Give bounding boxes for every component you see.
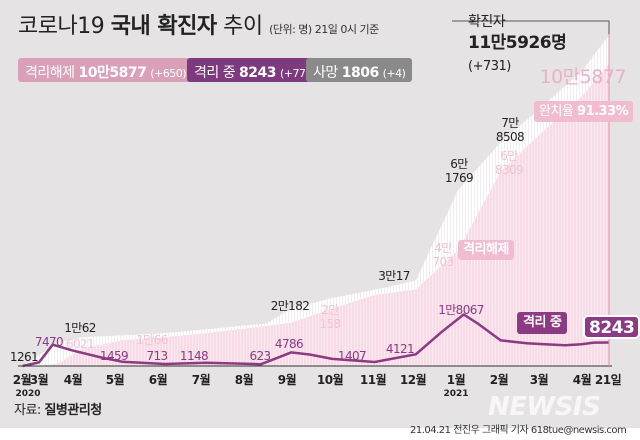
label-confirmed: 2만182 bbox=[270, 299, 310, 313]
x-tick-label: 2월 bbox=[12, 373, 32, 387]
year-label: 2020 bbox=[15, 389, 41, 399]
page-title: 코로나19 국내 확진자 추이 (단위: 명) 21일 0시 기준 bbox=[18, 14, 379, 39]
label-confirmed: 1만62 bbox=[64, 321, 96, 335]
isolated-now-tag: 8243 bbox=[583, 315, 640, 339]
label-confirmed: 6만 bbox=[450, 157, 468, 171]
label-isolated: 4121 bbox=[385, 342, 415, 356]
unit-note: (단위: 명) 21일 0시 기준 bbox=[269, 23, 379, 36]
x-tick-label: 21일 bbox=[594, 373, 622, 387]
x-tick-label: 11월 bbox=[359, 373, 387, 387]
newsis-logo: NEWSIS bbox=[488, 392, 601, 422]
year-label: 2021 bbox=[443, 389, 469, 399]
source: 자료: 질병관리청 bbox=[14, 403, 102, 418]
total-leader-line bbox=[452, 20, 610, 34]
x-tick-label: 12월 bbox=[399, 373, 427, 387]
label-isolated: 1148 bbox=[179, 349, 209, 363]
credit: 21.04.21 전진우 그래픽 기자 618tue@newsis.com bbox=[410, 425, 627, 436]
total-label: 확진자 bbox=[468, 14, 506, 30]
label-released: 8309 bbox=[494, 163, 524, 177]
x-tick-label: 2월 bbox=[489, 373, 509, 387]
label-released: 6021 bbox=[65, 337, 95, 351]
released-tag: 격리해제 bbox=[458, 240, 514, 260]
x-tick-label: 10월 bbox=[316, 373, 344, 387]
x-tick-label: 6월 bbox=[148, 373, 168, 387]
label-confirmed: 3만17 bbox=[378, 269, 410, 283]
label-released: 158 bbox=[319, 317, 341, 331]
label-released: 2만 bbox=[321, 303, 339, 317]
label-released: 1만66 bbox=[136, 333, 168, 347]
x-tick-label: 8월 bbox=[234, 373, 254, 387]
x-tick-label: 5월 bbox=[105, 373, 125, 387]
released-badge: 격리해제 10만5877 (+650) bbox=[18, 58, 194, 82]
label-isolated: 4786 bbox=[274, 337, 304, 351]
label-released: 6만 bbox=[500, 149, 518, 163]
label-released: 703 bbox=[432, 255, 454, 269]
label-isolated: 7470 bbox=[34, 335, 64, 349]
label-isolated: 1459 bbox=[99, 349, 129, 363]
x-tick-label: 7월 bbox=[191, 373, 211, 387]
death-badge: 사망 1806 (+4) bbox=[306, 58, 413, 82]
label-isolated: 713 bbox=[146, 349, 168, 363]
isolated-line bbox=[22, 313, 609, 368]
x-tick-label: 4월 bbox=[572, 373, 592, 387]
x-tick-label: 9월 bbox=[277, 373, 297, 387]
label-isolated: 1만8067 bbox=[438, 303, 484, 317]
label-confirmed: 8508 bbox=[495, 130, 525, 144]
label-confirmed: 7만 bbox=[501, 116, 519, 130]
x-tick-label: 4월 bbox=[63, 373, 83, 387]
total-value: 11만5926명 bbox=[468, 33, 567, 53]
label-isolated: 623 bbox=[249, 349, 271, 363]
label-confirmed: 1769 bbox=[444, 171, 474, 185]
label-isolated: 1261 bbox=[9, 350, 39, 364]
x-tick-label: 3월 bbox=[29, 373, 49, 387]
x-tick-label: 3월 bbox=[529, 373, 549, 387]
released-area bbox=[22, 64, 609, 367]
recovery-rate-badge: 완치율 91.33% bbox=[534, 101, 634, 122]
total-delta: (+731) bbox=[468, 59, 511, 74]
label-isolated: 1407 bbox=[337, 349, 367, 363]
isolated-badge: 격리 중 8243 (+77) bbox=[187, 58, 317, 82]
x-tick-label: 1월 bbox=[446, 373, 466, 387]
released-total: 10만5877 bbox=[539, 66, 626, 88]
label-released: 4만 bbox=[434, 241, 452, 255]
isolated-tag: 격리 중 bbox=[517, 312, 568, 334]
